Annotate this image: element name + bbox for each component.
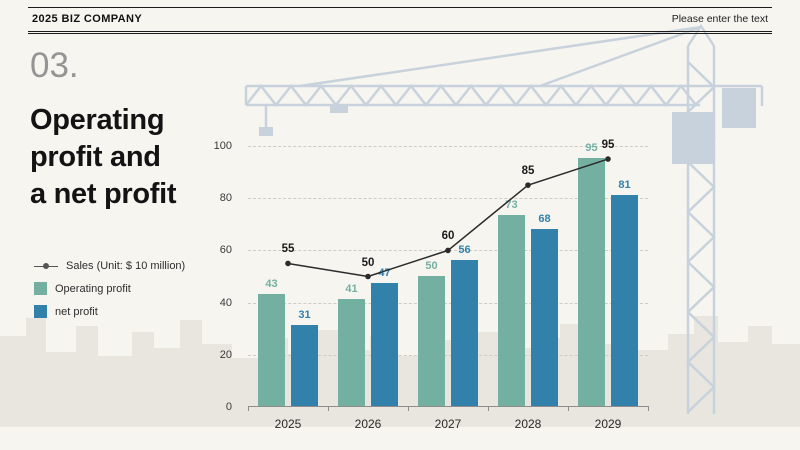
bar-net-profit: [611, 194, 638, 406]
line-value-label: 60: [441, 230, 455, 243]
page-title: Operating profit and a net profit: [30, 102, 177, 213]
bar-value-label: 31: [298, 309, 311, 322]
legend-item: Sales (Unit: $ 10 million): [34, 260, 185, 272]
x-category-label: 2025: [274, 417, 302, 431]
bar-value-label: 56: [458, 243, 471, 256]
bar-net-profit: [531, 228, 558, 406]
y-tick-label: 0: [225, 401, 232, 413]
legend-label: net profit: [55, 305, 98, 318]
bar-value-label: 41: [345, 282, 358, 295]
axis-tick: [328, 406, 329, 411]
y-tick-label: 100: [213, 140, 232, 152]
line-value-label: 95: [601, 139, 615, 152]
page-title-line: profit and: [30, 141, 161, 174]
y-axis-labels: 0 20 40 60 80 100: [198, 140, 240, 413]
header-note: Please enter the text: [671, 13, 768, 25]
x-category-label: 2026: [354, 417, 382, 431]
axis-tick: [248, 406, 249, 411]
line-value-label: 50: [361, 256, 375, 269]
gridline: [248, 354, 648, 356]
line-point: [605, 156, 611, 162]
bar-operating-profit: [258, 293, 285, 406]
line-point: [525, 182, 531, 188]
bar-value-label: 50: [425, 259, 438, 272]
x-category-label: 2028: [514, 417, 542, 431]
bar-operating-profit: [498, 215, 525, 406]
axis-tick: [568, 406, 569, 411]
page-title-line: Operating: [30, 104, 165, 136]
bar-value-label: 68: [538, 212, 551, 225]
header: 2025 BIZ COMPANY Please enter the text: [28, 7, 772, 34]
legend-item: net profit: [34, 305, 185, 318]
legend-label: Operating profit: [55, 282, 131, 295]
legend-item: Operating profit: [34, 282, 185, 295]
bar-operating-profit: [338, 299, 365, 406]
bar-net-profit: [291, 325, 318, 406]
bar-net-profit: [371, 283, 398, 406]
sales-line-path: [287, 158, 609, 278]
axis-tick: [488, 406, 489, 411]
gridline: [248, 302, 648, 304]
y-tick-label: 60: [219, 244, 232, 257]
legend-swatch: [34, 305, 47, 318]
bar-net-profit: [451, 259, 478, 406]
y-tick-label: 20: [219, 348, 232, 361]
company-name: 2025 BIZ COMPANY: [32, 13, 143, 25]
line-point: [365, 273, 371, 280]
chart-legend: Sales (Unit: $ 10 million) Operating prof…: [34, 260, 185, 318]
legend-label: Sales (Unit: $ 10 million): [66, 260, 186, 272]
axis-tick: [408, 406, 409, 411]
y-tick-label: 40: [219, 296, 232, 309]
line-point: [285, 260, 291, 267]
x-category-label: 2029: [594, 417, 622, 431]
sales-line-marker: [34, 263, 58, 269]
gridline: [248, 146, 648, 147]
y-tick-label: 80: [219, 192, 232, 205]
slide-number: 03.: [30, 46, 79, 85]
legend-swatch: [34, 282, 47, 295]
line-point: [445, 247, 451, 254]
crane-blocks: [259, 88, 756, 164]
bar-value-label: 81: [618, 178, 631, 191]
gridline: [248, 198, 648, 200]
bar-operating-profit: [418, 275, 445, 406]
x-axis-labels: 2025 2026 2027 2028 2029: [248, 412, 648, 431]
plot-area: 43 41 50 73 95 31 47 56 68 81 55 50 60 85 95: [248, 139, 649, 411]
bar-value-label: 95: [585, 142, 598, 155]
line-value-label: 85: [521, 165, 535, 178]
sales-line-series: [285, 156, 611, 280]
x-category-label: 2027: [434, 417, 462, 431]
bar-value-label: 73: [505, 199, 518, 212]
bar-operating-profit: [578, 158, 605, 406]
page-title-line: a net profit: [30, 178, 177, 211]
bar-value-label: 43: [265, 277, 278, 290]
line-value-label: 55: [281, 243, 295, 256]
axis-tick: [648, 406, 649, 411]
